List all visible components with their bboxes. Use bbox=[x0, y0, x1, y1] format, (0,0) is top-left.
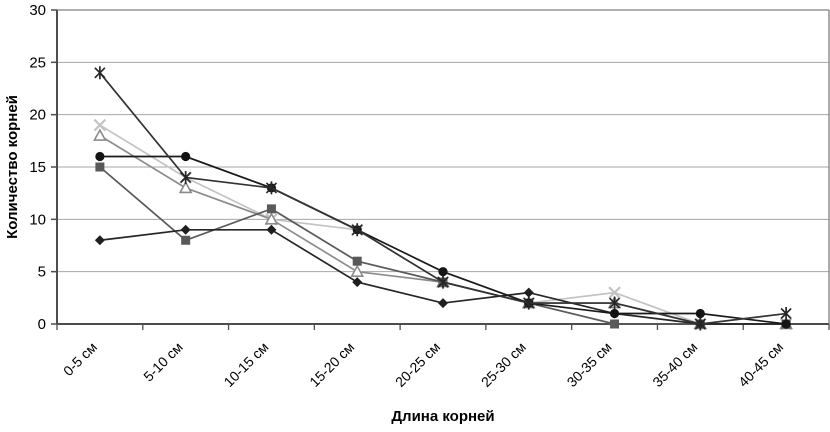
marker-diamond bbox=[438, 298, 448, 309]
marker-triangle bbox=[264, 212, 279, 225]
x-category-label: 15-20 см bbox=[306, 339, 357, 390]
marker-square bbox=[352, 256, 362, 266]
marker-asterisk bbox=[265, 181, 278, 195]
marker-asterisk bbox=[523, 296, 535, 310]
marker-asterisk bbox=[608, 296, 621, 310]
marker-circle bbox=[438, 267, 448, 277]
marker-asterisk bbox=[351, 223, 363, 237]
x-category-label: 0-5 см bbox=[60, 339, 100, 379]
marker-diamond bbox=[180, 224, 191, 235]
x-category-label: 20-25 см bbox=[392, 339, 443, 390]
y-tick-label: 10 bbox=[29, 211, 46, 228]
y-tick-label: 5 bbox=[38, 264, 46, 281]
y-tick-label: 30 bbox=[29, 2, 46, 19]
y-axis-title: Количество корней bbox=[4, 95, 21, 239]
marker-asterisk bbox=[94, 66, 106, 80]
marker-triangle bbox=[350, 264, 365, 277]
marker-x bbox=[93, 118, 107, 132]
marker-triangle bbox=[93, 128, 107, 141]
marker-square bbox=[95, 162, 105, 172]
x-axis-title: Длина корней bbox=[391, 408, 494, 425]
x-category-label: 30-35 см bbox=[564, 339, 615, 390]
marker-asterisk bbox=[180, 170, 192, 184]
y-tick-label: 25 bbox=[29, 54, 46, 71]
marker-square bbox=[181, 235, 191, 245]
series-line-x bbox=[99, 124, 787, 325]
marker-asterisk bbox=[780, 307, 792, 321]
marker-diamond bbox=[523, 287, 534, 298]
marker-circle bbox=[95, 151, 105, 162]
marker-asterisk bbox=[694, 317, 706, 331]
y-tick-label: 0 bbox=[38, 316, 46, 333]
x-category-label: 35-40 см bbox=[649, 339, 700, 390]
marker-diamond bbox=[266, 224, 277, 235]
x-category-label: 5-10 см bbox=[140, 339, 186, 385]
marker-diamond bbox=[94, 235, 105, 246]
marker-asterisk bbox=[437, 275, 449, 289]
x-category-label: 40-45 см bbox=[735, 339, 786, 390]
marker-circle bbox=[609, 308, 620, 319]
marker-triangle bbox=[178, 180, 193, 194]
marker-diamond bbox=[352, 277, 363, 288]
marker-x bbox=[608, 286, 621, 299]
y-tick-label: 20 bbox=[29, 107, 46, 124]
x-category-label: 25-30 см bbox=[478, 339, 529, 390]
marker-circle bbox=[695, 308, 705, 319]
marker-square bbox=[266, 204, 276, 214]
marker-circle bbox=[181, 151, 191, 162]
plot-area: 0 5 10 15 20 25 30 0-5 см 5-10 см 10-15 см 15-20 с… bbox=[29, 2, 830, 390]
y-tick-label: 15 bbox=[29, 159, 46, 176]
x-category-label: 10-15 см bbox=[220, 339, 271, 390]
marker-square bbox=[610, 319, 620, 329]
marker-circle bbox=[781, 319, 791, 329]
